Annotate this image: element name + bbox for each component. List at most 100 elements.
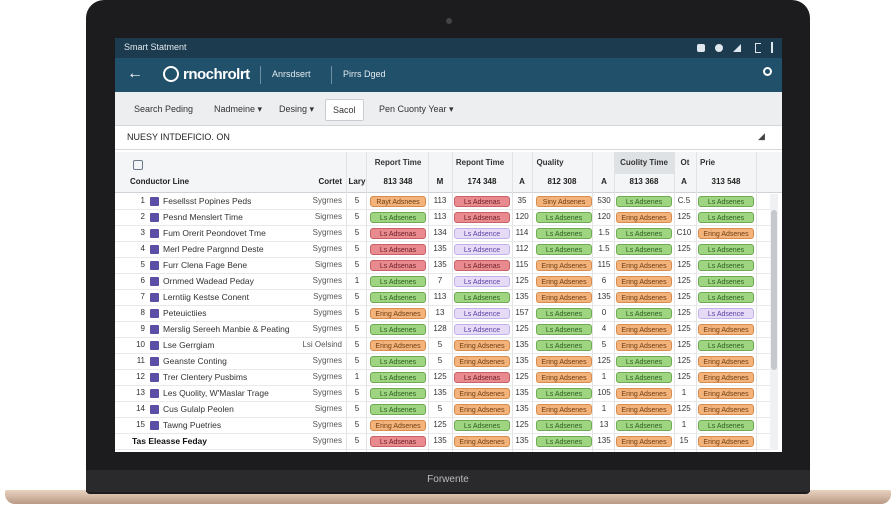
- row-lary: 5: [354, 292, 360, 301]
- status-pill[interactable]: Ering Adsenes: [698, 388, 754, 399]
- status-pill[interactable]: Ls Adsenes: [698, 212, 754, 223]
- status-pill[interactable]: Ls Adsenes: [536, 244, 592, 255]
- status-pill[interactable]: Ls Adsence: [454, 244, 510, 255]
- status-pill[interactable]: Ls Adsenes: [454, 420, 510, 431]
- status-pill[interactable]: Ls Adsenas: [370, 244, 426, 255]
- status-pill[interactable]: Ering Adsenes: [616, 324, 672, 335]
- status-pill[interactable]: Ls Adsenes: [698, 340, 754, 351]
- status-pill[interactable]: Ering Adsenes: [536, 260, 592, 271]
- status-pill[interactable]: Ls Adsenes: [536, 308, 592, 319]
- status-pill[interactable]: Ls Adsenes: [536, 436, 592, 447]
- status-pill[interactable]: Ls Adsenes: [698, 196, 754, 207]
- status-pill[interactable]: Ls Adsenes: [698, 292, 754, 303]
- status-pill[interactable]: Ering Adsenes: [616, 404, 672, 415]
- status-pill[interactable]: Ering Adsenes: [370, 420, 426, 431]
- status-pill[interactable]: Ering Adsenes: [616, 436, 672, 447]
- status-pill[interactable]: Ls Adsenes: [698, 420, 754, 431]
- status-pill[interactable]: Ls Adsenes: [616, 420, 672, 431]
- scrollbar-thumb[interactable]: [771, 210, 777, 370]
- status-pill[interactable]: Ering Adsenes: [370, 308, 426, 319]
- status-pill[interactable]: Ering Adsenes: [454, 436, 510, 447]
- status-pill[interactable]: Ls Adsenas: [454, 372, 510, 383]
- status-pill[interactable]: Ls Adsenes: [370, 212, 426, 223]
- status-pill[interactable]: Ls Adsenas: [454, 260, 510, 271]
- status-pill[interactable]: Ls Adsence: [454, 324, 510, 335]
- status-pill[interactable]: Ering Adsenes: [536, 292, 592, 303]
- status-pill[interactable]: Ering Adsenes: [616, 212, 672, 223]
- app-tab[interactable]: Pirrs Dged: [343, 69, 386, 79]
- status-pill[interactable]: Ering Adsenes: [616, 340, 672, 351]
- toolbar-item[interactable]: Nadmeine ▾: [214, 104, 263, 114]
- status-pill[interactable]: Ls Adsenes: [698, 260, 754, 271]
- status-pill[interactable]: Ls Adsenes: [616, 308, 672, 319]
- status-pill[interactable]: Ls Adsenes: [616, 372, 672, 383]
- toolbar-item[interactable]: Desing ▾: [279, 104, 315, 114]
- status-pill[interactable]: Ering Adsenes: [698, 436, 754, 447]
- status-pill[interactable]: Ering Adsenes: [698, 404, 754, 415]
- status-pill[interactable]: Ls Adsenes: [536, 388, 592, 399]
- status-pill[interactable]: Ering Adsenes: [536, 356, 592, 367]
- status-pill[interactable]: Ls Adsenas: [454, 196, 510, 207]
- status-pill[interactable]: Ls Adsenas: [370, 260, 426, 271]
- status-pill[interactable]: Siny Adsenes: [536, 196, 592, 207]
- status-pill[interactable]: Ls Adsenes: [698, 276, 754, 287]
- toolbar-item[interactable]: Search Peding: [134, 104, 194, 114]
- status-pill[interactable]: Ls Adsenas: [370, 228, 426, 239]
- status-pill[interactable]: Ls Adsenes: [536, 212, 592, 223]
- status-pill[interactable]: Ls Adsenes: [370, 404, 426, 415]
- back-arrow[interactable]: ←: [127, 65, 143, 82]
- row-count: 112: [515, 244, 529, 253]
- status-pill[interactable]: Ering Adsenes: [454, 388, 510, 399]
- status-pill[interactable]: Ls Adsenes: [370, 276, 426, 287]
- status-pill[interactable]: Rayt Adsnees: [370, 196, 426, 207]
- status-pill[interactable]: Ering Adsenes: [698, 372, 754, 383]
- status-pill[interactable]: Ls Adsence: [698, 308, 754, 319]
- status-pill[interactable]: Ering Adsenes: [616, 260, 672, 271]
- status-pill[interactable]: Ering Adsenes: [536, 404, 592, 415]
- status-pill[interactable]: Ls Adsenes: [370, 356, 426, 367]
- status-pill[interactable]: Ls Adsenas: [454, 212, 510, 223]
- toolbar-item[interactable]: Pen Cuonty Year ▾: [379, 104, 454, 114]
- status-pill[interactable]: Ering Adsenes: [616, 276, 672, 287]
- status-pill[interactable]: Ls Adsenes: [370, 292, 426, 303]
- status-pill[interactable]: Ering Adsenes: [454, 340, 510, 351]
- status-pill[interactable]: Ls Adsenes: [370, 324, 426, 335]
- status-pill[interactable]: Ering Adsenes: [616, 292, 672, 303]
- row-count: 128: [433, 324, 447, 333]
- formula-expand[interactable]: ◢: [758, 131, 765, 141]
- status-pill[interactable]: Ering Adsenes: [698, 228, 754, 239]
- status-pill[interactable]: Ls Adsenes: [616, 244, 672, 255]
- app-bar: ← rnochrolrt Anrsdsert Pirrs Dged: [115, 58, 782, 92]
- status-pill[interactable]: Ls Adsenes: [698, 244, 754, 255]
- status-pill[interactable]: Ls Adsenes: [370, 388, 426, 399]
- row-count: 1: [601, 404, 607, 413]
- status-pill[interactable]: Ls Adsenes: [536, 324, 592, 335]
- status-pill[interactable]: Ls Adsenes: [536, 228, 592, 239]
- status-pill[interactable]: Ering Adsenes: [616, 388, 672, 399]
- status-pill[interactable]: Ls Adsenes: [616, 196, 672, 207]
- status-pill[interactable]: Ls Adsenes: [454, 292, 510, 303]
- row-number: 10: [136, 340, 145, 349]
- status-pill[interactable]: Ls Adsence: [454, 308, 510, 319]
- status-pill[interactable]: Ls Adsenes: [616, 356, 672, 367]
- toolbar-item[interactable]: Sacol: [325, 99, 364, 121]
- status-pill[interactable]: Ls Adsenas: [370, 436, 426, 447]
- row-name: Merl Pedre Pargnnd Deste: [163, 244, 264, 254]
- search-icon[interactable]: [763, 67, 772, 76]
- status-pill[interactable]: Ls Adsenes: [616, 228, 672, 239]
- row-line: [115, 449, 770, 450]
- status-pill[interactable]: Ls Adsenes: [536, 340, 592, 351]
- status-pill[interactable]: Ls Adsenes: [370, 372, 426, 383]
- status-pill[interactable]: Ering Adsenes: [536, 372, 592, 383]
- row-count: 4: [601, 324, 607, 333]
- status-pill[interactable]: Ering Adsenes: [454, 404, 510, 415]
- status-pill[interactable]: Ls Adsence: [454, 276, 510, 287]
- status-pill[interactable]: Ls Adsence: [454, 228, 510, 239]
- status-pill[interactable]: Ls Adsenes: [536, 420, 592, 431]
- status-pill[interactable]: Ering Adsenes: [698, 356, 754, 367]
- status-pill[interactable]: Ering Adsenes: [698, 324, 754, 335]
- status-pill[interactable]: Ering Adsenes: [370, 340, 426, 351]
- app-tab[interactable]: Anrsdsert: [272, 69, 311, 79]
- status-pill[interactable]: Ering Adsenes: [536, 276, 592, 287]
- status-pill[interactable]: Ering Adsenes: [454, 356, 510, 367]
